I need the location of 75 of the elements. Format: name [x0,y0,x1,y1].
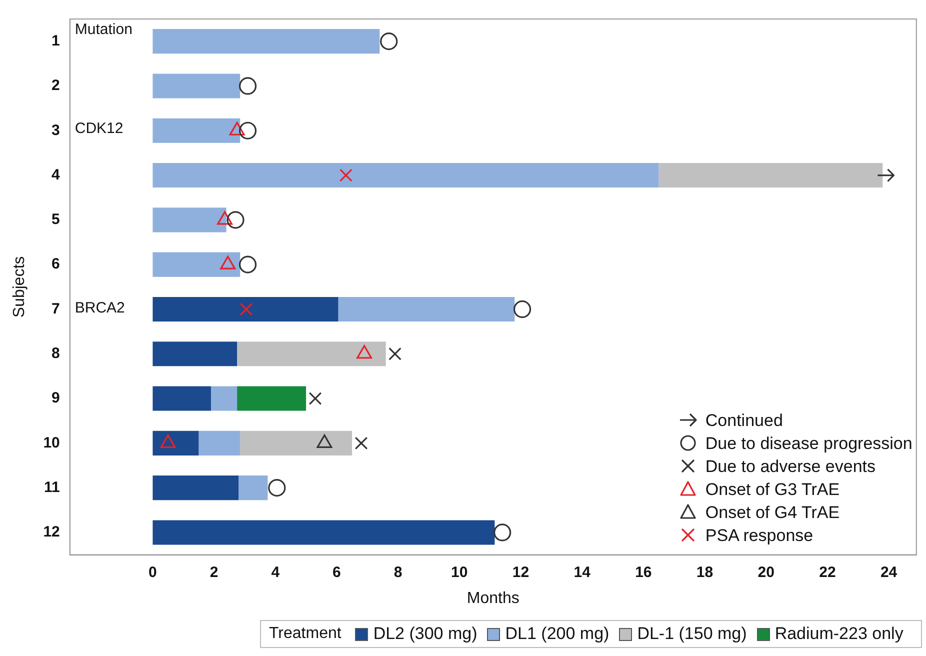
point [380,32,398,50]
y-tick-label: 9 [52,390,60,407]
x-tick-label: 24 [880,564,898,581]
legend-label: PSA response [705,524,814,547]
point [240,302,253,316]
x-tick-label: 8 [394,564,402,581]
x-tick-label: 22 [819,564,836,581]
bar [152,118,240,143]
bar [240,430,352,456]
y-tick-label: 11 [44,478,60,496]
bar [152,296,338,322]
annotation: Mutation [74,20,132,38]
x-tick-label: 0 [148,564,157,581]
bar [237,386,306,411]
x-axis-title: Months [466,590,520,607]
bar [198,430,240,456]
bar [152,208,226,232]
legend-label: Due to disease progression [705,432,912,455]
bar [210,386,238,411]
point [513,300,532,318]
x-tick-label: 14 [574,564,592,581]
bar [152,74,240,98]
x-tick-label: 6 [332,564,341,581]
y-tick-label: 2 [52,77,60,94]
legend-label: DL2 (300 mg) [373,624,478,644]
bar [152,476,239,500]
y-axis-title: Subjects [11,256,28,318]
x-tick-label: 4 [271,564,280,581]
x-tick-label: 12 [512,564,530,581]
x-tick-label: 10 [451,564,468,581]
x-tick-label: 2 [210,564,218,581]
legend-label: DL1 (200 mg) [505,624,610,644]
point [388,347,402,360]
annotation: CDK12 [74,120,124,137]
legend-label: DL-1 (150 mg) [637,624,747,644]
legend-label: Due to adverse events [705,456,876,478]
x-tick-label: 16 [635,564,652,581]
point [354,436,368,450]
x-tick-label: 18 [696,564,714,581]
point [226,211,244,229]
point [308,392,322,405]
point [339,168,352,182]
y-tick-label: 6 [52,256,60,273]
legend-label: Radium-223 only [774,624,904,644]
legend-label: Onset of G3 TrAE [705,478,840,501]
point [268,479,286,497]
y-tick-label: 4 [52,166,61,184]
bar [152,342,238,366]
bar [152,252,240,277]
point [238,77,257,95]
point [494,524,512,542]
point [238,256,257,274]
legend-label: Continued [705,410,783,432]
bar [152,430,199,456]
bar [238,476,268,500]
y-tick-label: 8 [52,345,60,362]
bar [152,162,659,188]
bar [237,342,386,366]
legend-title: Treatment [269,625,342,643]
y-tick-label: 12 [43,524,60,541]
y-tick-label: 10 [43,434,60,452]
y-tick-label: 1 [52,32,60,50]
bar [338,296,515,322]
bar [658,162,883,188]
point [876,168,895,182]
bar [152,29,380,54]
legend-label: Onset of G4 TrAE [705,502,840,524]
point [238,122,257,140]
y-tick-label: 3 [52,122,60,139]
bar [152,386,211,411]
bar [152,520,495,545]
x-tick-label: 20 [758,564,774,581]
annotation: BRCA2 [74,299,125,316]
y-tick-label: 5 [52,211,60,228]
y-tick-label: 7 [52,300,60,318]
